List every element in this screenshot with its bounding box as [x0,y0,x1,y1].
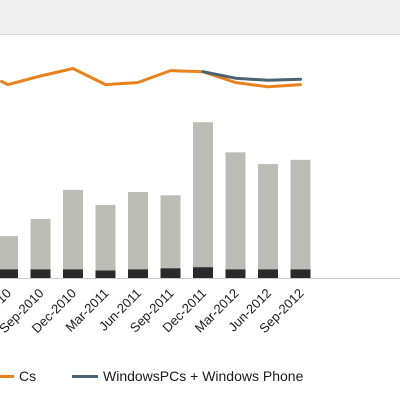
bar-Sep-2012 [290,159,311,278]
lines-layer [0,67,302,89]
legend: Cs WindowsPCs + Windows Phone [0,368,400,392]
bar-Dec-2011 [193,122,213,278]
bar-Jun-2010 [0,236,18,278]
bar-base-Jun-2010 [0,269,18,278]
bar-base-Jun-2012 [258,269,278,278]
bar-base-Sep-2011 [160,268,181,278]
bar-base-Dec-2011 [193,267,213,278]
bar-base-Sep-2012 [290,269,311,278]
legend-swatch-windows [72,374,98,378]
bar-base-Mar-2011 [95,270,116,278]
legend-label-windows: WindowsPCs + Windows Phone [103,368,304,384]
x-tick-labels: Jun-2010Sep-2010Dec-2010Mar-2011Jun-2011… [0,286,307,336]
bar-base-Dec-2010 [63,269,83,278]
legend-swatch-orange [0,374,14,378]
legend-item-orange: Cs [0,368,36,384]
legend-label-orange: Cs [19,368,37,384]
bar-base-Sep-2010 [30,269,51,278]
bar-Mar-2012 [225,152,246,278]
bar-Dec-2010 [63,189,83,278]
bars-layer [0,122,311,278]
bar-Jun-2011 [128,192,148,278]
chart-header-band [0,0,400,35]
legend-item-windows: WindowsPCs + Windows Phone [72,368,303,384]
bar-base-Jun-2011 [128,269,148,278]
bar-Sep-2010 [30,218,51,278]
bar-Jun-2012 [258,164,278,278]
line-series-orange [0,67,302,89]
bar-Mar-2011 [95,204,116,278]
line-series-windows [201,70,302,82]
bar-Sep-2011 [160,195,181,278]
bar-base-Mar-2012 [225,269,246,278]
